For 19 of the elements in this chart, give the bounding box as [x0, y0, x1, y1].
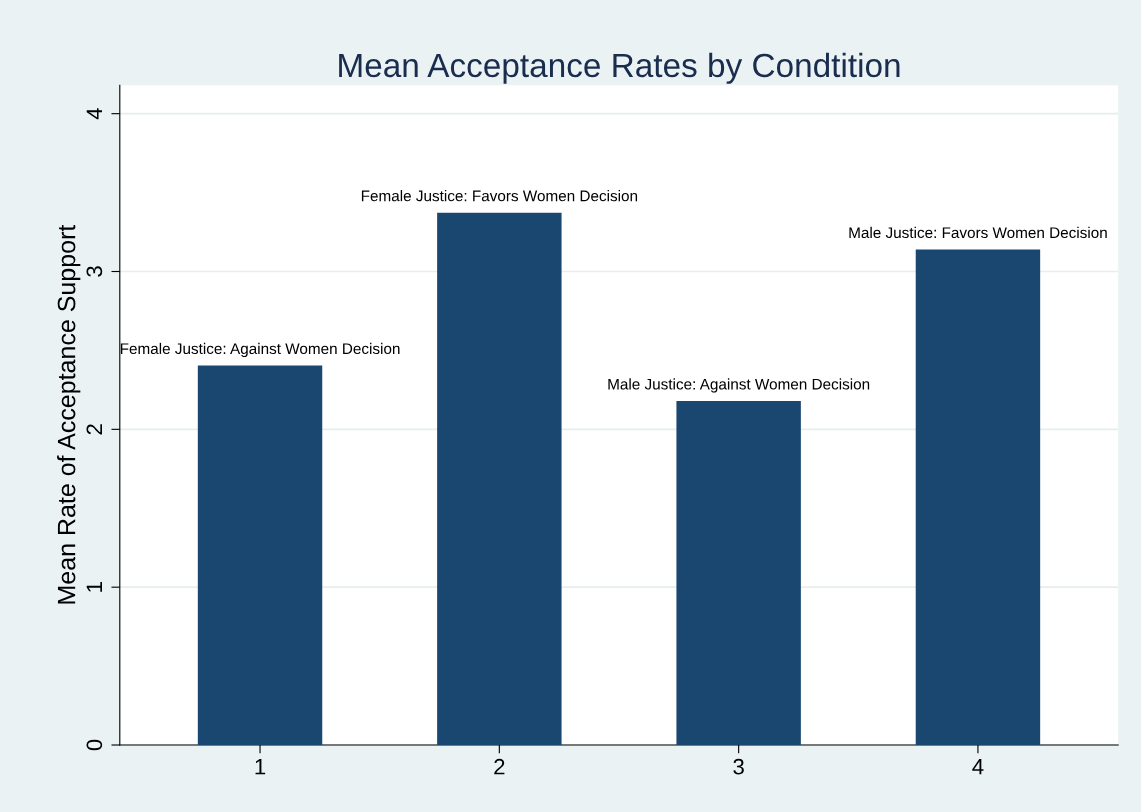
annotation: Female Justice: Against Women Decision	[120, 342, 400, 358]
x-tick-label: 4	[972, 759, 984, 775]
chart-title: Mean Acceptance Rates by Condtition	[339, 52, 900, 84]
y-tick-label: 2	[86, 424, 102, 435]
x-tick-label: 3	[733, 758, 744, 775]
y-tick-label: 4	[86, 108, 102, 120]
y-tick-label: 3	[86, 266, 103, 277]
annotation: Male Justice: Favors Women Decision	[849, 226, 1107, 239]
bar	[197, 365, 323, 746]
y-tick-label: 0	[86, 739, 103, 751]
y-axis-title: Mean Rate of Acceptance Support	[57, 224, 81, 604]
bar	[437, 212, 562, 746]
bar	[676, 400, 801, 746]
y-tick-label: 1	[86, 582, 102, 592]
x-tick-label: 1	[255, 759, 266, 775]
annotation: Male Justice: Against Women Decision	[608, 378, 870, 393]
annotation: Female Justice: Favors Women Decision	[361, 190, 638, 202]
x-tick-label: 2	[494, 758, 505, 775]
bar	[915, 249, 1041, 746]
